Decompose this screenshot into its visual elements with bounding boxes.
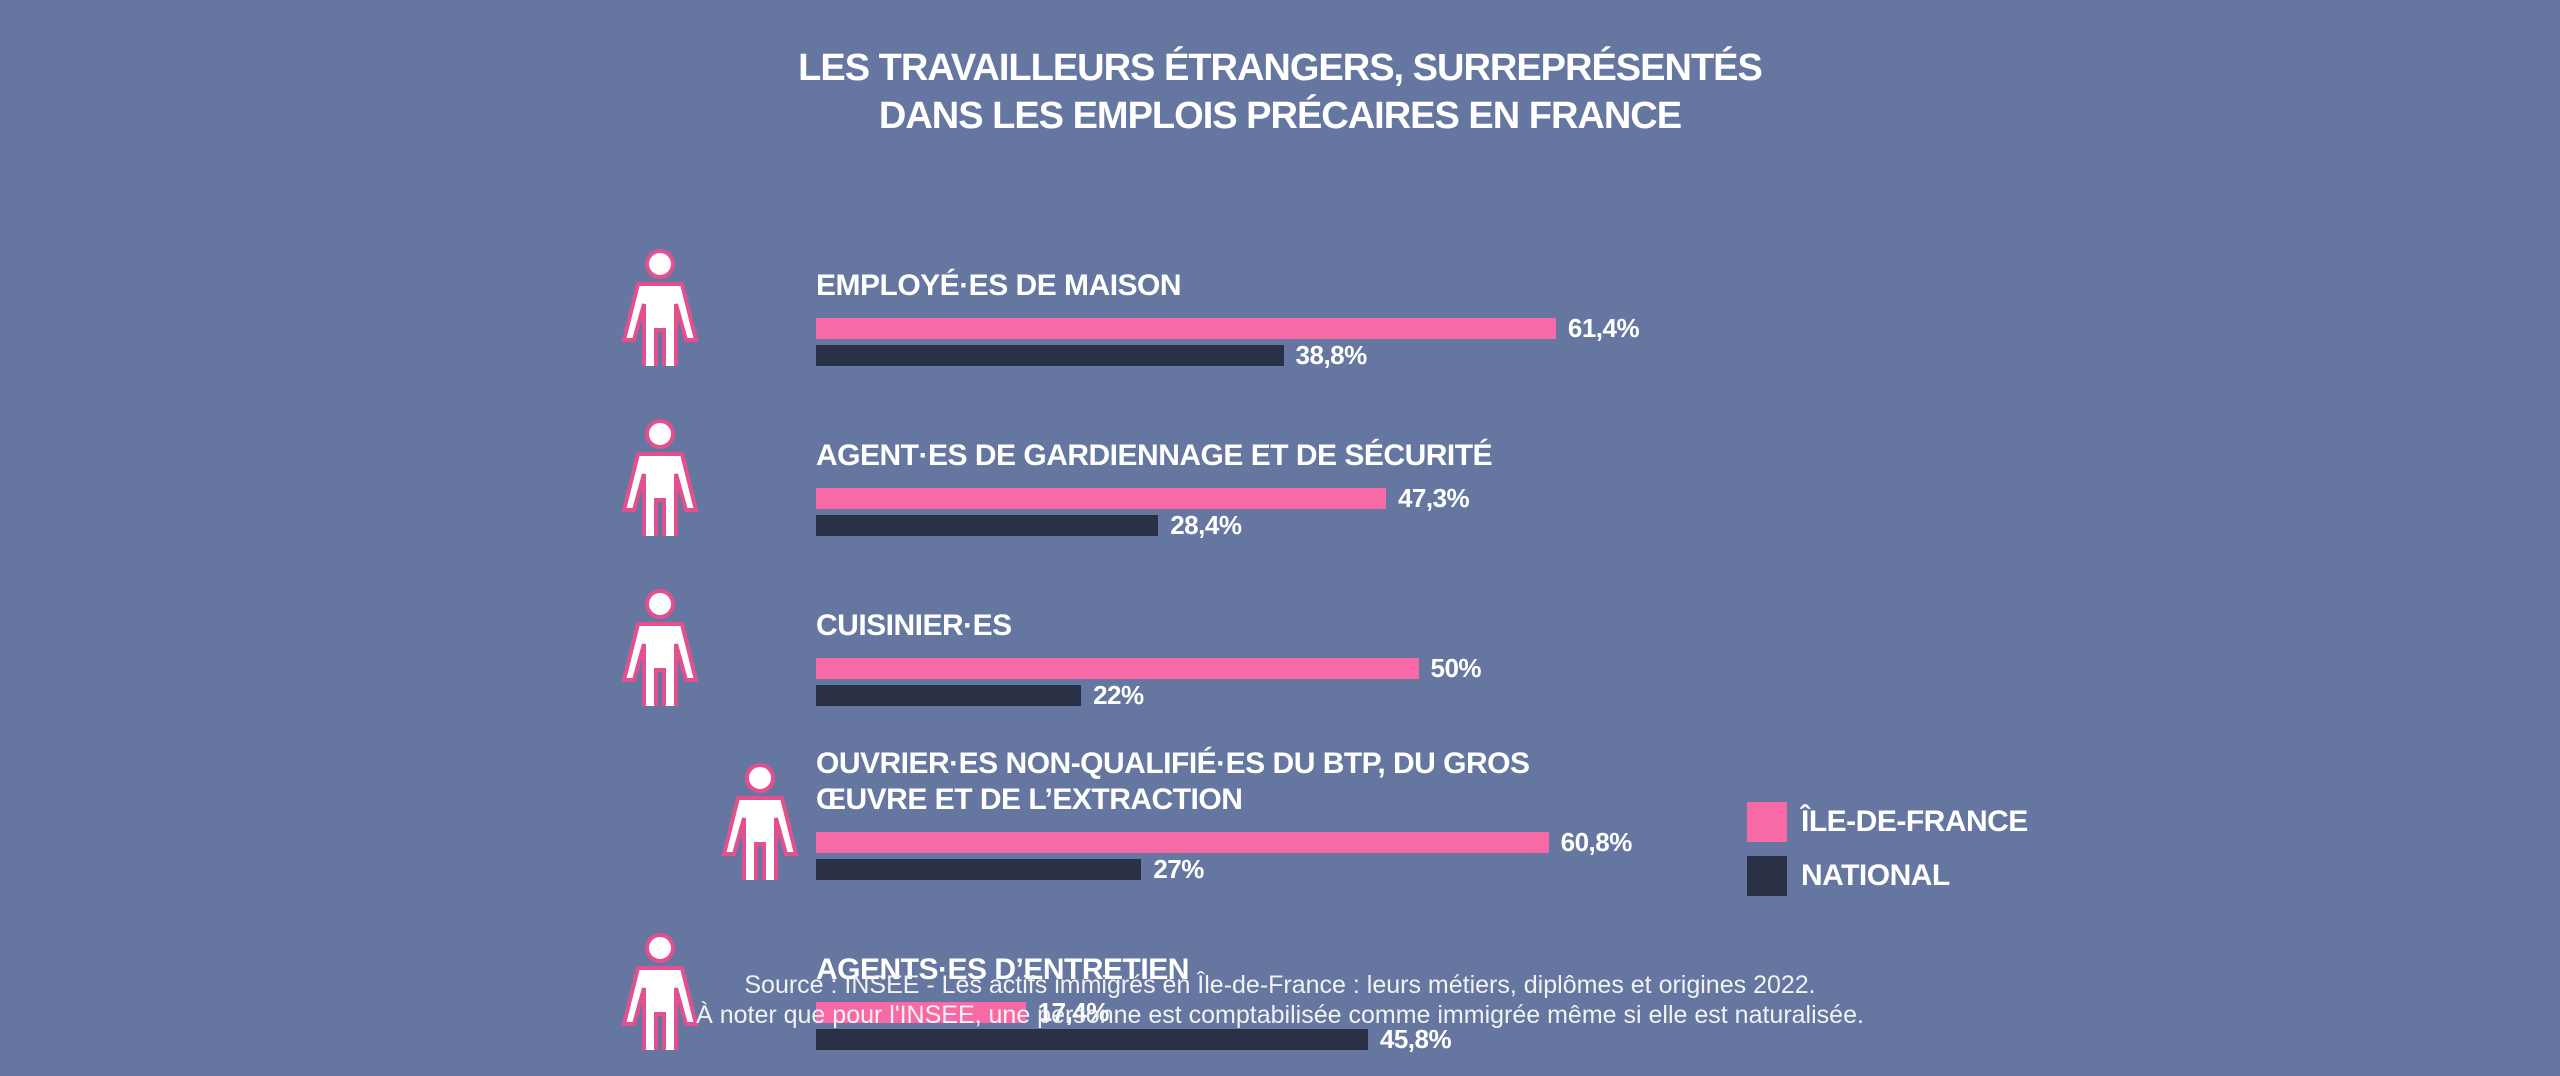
icon [600, 750, 816, 896]
value-label: 38,8% [1295, 340, 1368, 370]
bar-row: 28,4% [816, 510, 1492, 540]
source-line: À noter que pour l'INSEE, une personne e… [696, 1001, 1864, 1029]
bar-row: 47,3% [816, 483, 1492, 513]
person-icon [621, 933, 699, 1066]
row-content: AGENTS·ES D’ENTRETIEN 17,4% 45,8% [816, 952, 1452, 1054]
legend-label: NATIONAL [1801, 859, 1950, 892]
bar-row: 17,4% [816, 997, 1451, 1027]
legend-swatch [1747, 802, 1787, 842]
person-icon [621, 249, 699, 382]
chart-rows: EMPLOYÉ·ES DE MAISON 61,4% 38,8% AGENT·ES D… [600, 236, 1700, 1066]
legend-label: ÎLE-DE-FRANCE [1801, 805, 2028, 838]
value-label: 61,4% [1567, 313, 1640, 343]
category-label: CUISINIER·ES [816, 609, 1012, 642]
legend-item: ÎLE-DE-FRANCE [1747, 802, 2028, 842]
value-label: 17,4% [1037, 997, 1110, 1027]
source-note: Source : INSEE - Les actifs immigrés en … [0, 970, 2560, 1030]
category-row: EMPLOYÉ·ES DE MAISON 61,4% 38,8% [600, 236, 1700, 382]
row-content: OUVRIER·ES NON-QUALIFIÉ·ES DU BTP, DU GR… [816, 746, 1632, 884]
bar-row: 38,8% [816, 340, 1639, 370]
bar [816, 832, 1549, 853]
icon [600, 920, 816, 1066]
title-line: DANS LES EMPLOIS PRÉCAIRES EN FRANCE [878, 95, 1682, 137]
category-row: AGENT·ES DE GARDIENNAGE ET DE SÉCURITÉ 47… [600, 406, 1700, 552]
icon [600, 576, 816, 722]
bar-row: 22% [816, 680, 1481, 710]
value-label: 45,8% [1379, 1024, 1452, 1054]
value-label: 22% [1093, 680, 1144, 710]
value-label: 28,4% [1170, 510, 1242, 540]
bar-row: 27% [816, 854, 1632, 884]
bar [816, 859, 1142, 880]
legend: ÎLE-DE-FRANCE NATIONAL [1747, 802, 2028, 896]
value-label: 60,8% [1560, 827, 1633, 857]
bar-row: 61,4% [816, 313, 1640, 343]
category-label: AGENTS·ES D’ENTRETIEN [816, 953, 1189, 986]
bar [816, 1029, 1368, 1050]
category-label: EMPLOYÉ·ES DE MAISON [816, 269, 1182, 302]
bar-row: 50% [816, 653, 1482, 683]
legend-swatch [1747, 856, 1787, 896]
value-label: 47,3% [1397, 483, 1470, 513]
category-label: OUVRIER·ES NON-QUALIFIÉ·ES DU BTP, DU GR… [816, 747, 1530, 816]
bar [816, 1002, 1026, 1023]
value-label: 27% [1153, 854, 1204, 884]
legend-item: NATIONAL [1747, 856, 2028, 896]
row-content: AGENT·ES DE GARDIENNAGE ET DE SÉCURITÉ 47… [816, 438, 1493, 540]
bar [816, 488, 1386, 509]
title-line: LES TRAVAILLEURS ÉTRANGERS, SURREPRÉSENT… [798, 47, 1763, 89]
row-content: EMPLOYÉ·ES DE MAISON 61,4% 38,8% [816, 268, 1640, 370]
icon [600, 406, 816, 552]
icon [600, 236, 816, 382]
value-label: 50% [1430, 653, 1482, 683]
category-row: OUVRIER·ES NON-QUALIFIÉ·ES DU BTP, DU GR… [600, 746, 1700, 896]
chart-title: LES TRAVAILLEURS ÉTRANGERS, SURREPRÉSENT… [0, 44, 2560, 140]
category-row: CUISINIER·ES 50% 22% [600, 576, 1700, 722]
person-icon [621, 419, 699, 552]
bar [816, 658, 1419, 679]
bar [816, 345, 1284, 366]
category-row: AGENTS·ES D’ENTRETIEN 17,4% 45,8% [600, 920, 1700, 1066]
person-icon [621, 589, 699, 722]
bar-row: 45,8% [816, 1024, 1452, 1054]
row-content: CUISINIER·ES 50% 22% [816, 608, 1482, 710]
person-icon [721, 763, 799, 896]
category-label: AGENT·ES DE GARDIENNAGE ET DE SÉCURITÉ [816, 439, 1493, 472]
bar [816, 685, 1082, 706]
bar-row: 60,8% [816, 827, 1632, 857]
source-line: Source : INSEE - Les actifs immigrés en … [744, 971, 1816, 999]
bar [816, 318, 1556, 339]
bar [816, 515, 1159, 536]
